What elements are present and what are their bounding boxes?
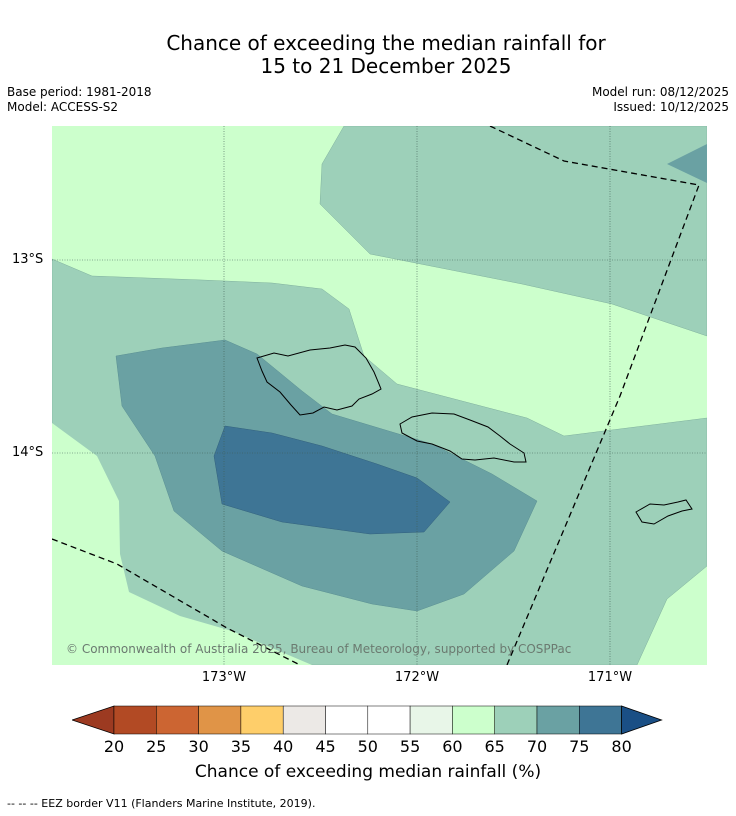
colorbar-segment-25-30 xyxy=(156,705,199,735)
model-name: Model: ACCESS-S2 xyxy=(7,100,119,114)
region-70-75-northeast xyxy=(667,144,707,183)
colorbar-title: Chance of exceeding median rainfall (%) xyxy=(194,762,542,782)
colorbar-tick-35: 35 xyxy=(230,737,252,756)
colorbar-tick-60: 60 xyxy=(442,737,463,756)
lat-label-13s: 13°S xyxy=(12,252,44,267)
lat-label-14s: 14°S xyxy=(12,445,44,460)
tutuila-island xyxy=(635,499,693,525)
lon-label-171w: 171°W xyxy=(587,670,633,685)
colorbar-tick-20: 20 xyxy=(103,737,125,756)
colorbar-segment-20-25 xyxy=(113,705,157,735)
model-run: Model run: 08/12/2025 xyxy=(591,85,729,99)
savaii-island xyxy=(256,344,382,416)
colorbar-tick-55: 55 xyxy=(399,737,421,756)
colorbar-extend-low xyxy=(72,705,115,735)
colorbar xyxy=(72,705,663,735)
colorbar-tick-25: 25 xyxy=(146,737,167,756)
eez-footnote: -- -- -- EEZ border V11 (Flanders Marine… xyxy=(7,797,316,810)
colorbar-tick-65: 65 xyxy=(484,737,505,756)
colorbar-segment-30-35 xyxy=(198,705,242,735)
upolu-island xyxy=(399,412,527,463)
colorbar-tick-50: 50 xyxy=(357,737,378,756)
title-line-1: Chance of exceeding the median rainfall … xyxy=(166,31,606,55)
colorbar-segment-45-50 xyxy=(325,705,369,735)
colorbar-tick-30: 30 xyxy=(188,737,209,756)
colorbar-segment-65-70 xyxy=(494,705,538,735)
map-title: Chance of exceeding the median rainfall … xyxy=(0,32,736,78)
colorbar-tick-70: 70 xyxy=(526,737,548,756)
meta-left: Base period: 1981-2018 Model: ACCESS-S2 xyxy=(7,85,152,115)
colorbar-tick-80: 80 xyxy=(611,737,632,756)
lon-label-173w: 173°W xyxy=(201,670,247,685)
colorbar-segment-60-65 xyxy=(452,705,495,735)
map-panel: © Commonwealth of Australia 2025, Bureau… xyxy=(52,126,707,665)
colorbar-tick-45: 45 xyxy=(315,737,336,756)
colorbar-segment-75-80 xyxy=(579,705,622,735)
colorbar-segment-35-40 xyxy=(240,705,284,735)
copyright-notice: © Commonwealth of Australia 2025, Bureau… xyxy=(66,642,571,656)
eez-border xyxy=(52,126,700,665)
colorbar-tick-75: 75 xyxy=(569,737,590,756)
lon-label-172w: 172°W xyxy=(394,670,440,685)
colorbar-segment-50-55 xyxy=(367,705,411,735)
issued-date: Issued: 10/12/2025 xyxy=(613,100,729,114)
meta-right: Model run: 08/12/2025 Issued: 10/12/2025 xyxy=(592,85,729,115)
colorbar-segment-70-75 xyxy=(536,705,580,735)
title-line-2: 15 to 21 December 2025 xyxy=(260,54,512,78)
colorbar-segment-55-60 xyxy=(409,705,453,735)
graticule xyxy=(52,126,707,665)
colorbar-segment-40-45 xyxy=(282,705,326,735)
region-60-65-southwest xyxy=(52,423,312,665)
base-period: Base period: 1981-2018 xyxy=(7,85,152,99)
colorbar-tick-40: 40 xyxy=(273,737,294,756)
colorbar-extend-high xyxy=(621,705,663,735)
